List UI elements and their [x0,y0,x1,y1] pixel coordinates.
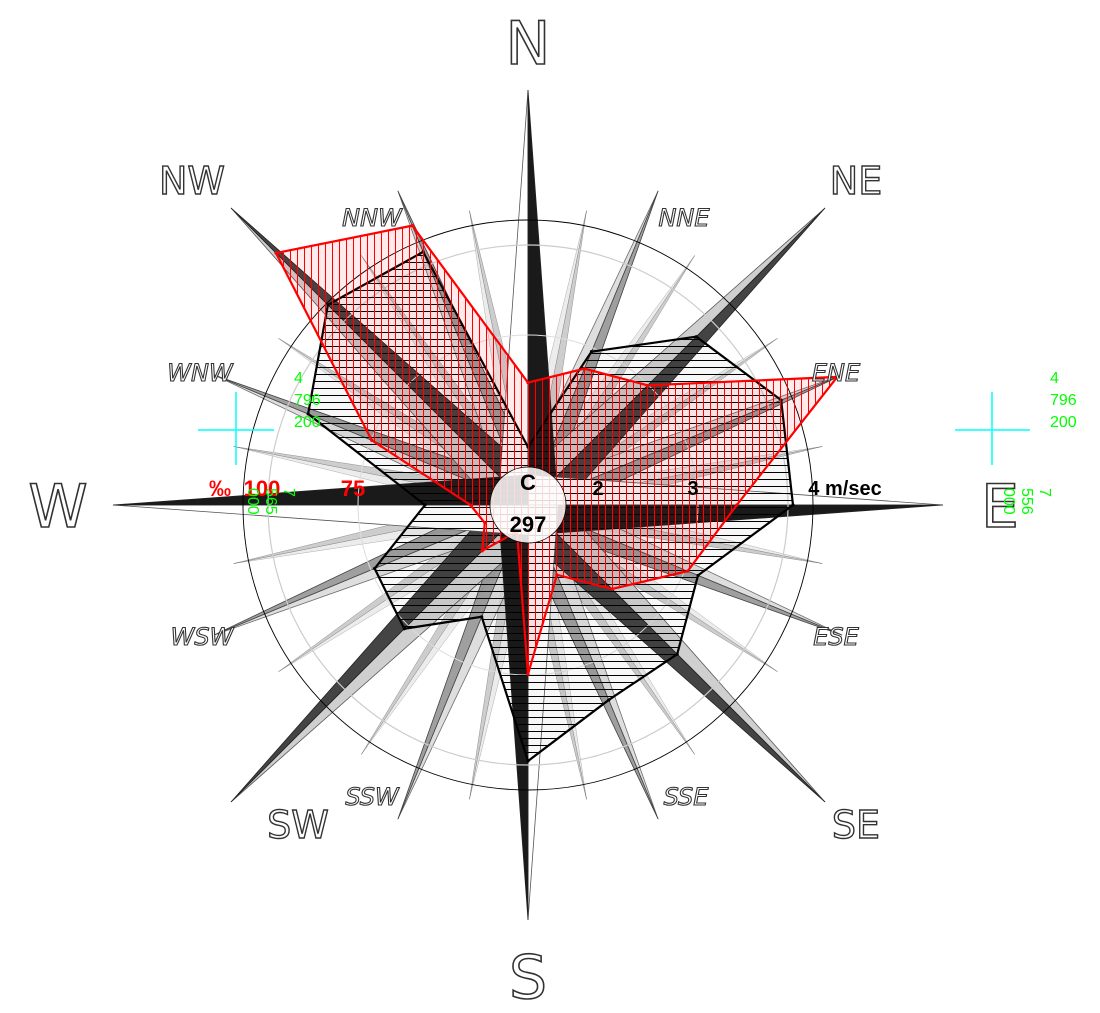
dir-label-nne: NNE [658,204,710,232]
reference-circle-0 [242,219,814,791]
calm-value: 297 [510,512,547,537]
coord-right-side-1: 556 [1018,488,1035,515]
coords-left: 4 796 200 7 565 000 [198,370,321,515]
dir-label-sw: SW [267,803,329,847]
dir-label-ssw: SSW [345,783,400,811]
coord-right-side-2: 000 [1000,488,1017,515]
series-0-point-ssw [480,615,484,619]
direction-labels: N S W E NW NE SW SE NNW NNE WNW ENE WSW … [28,8,1020,1013]
dir-label-ene: ENE [812,359,861,387]
series-1-point-sw [480,549,484,553]
speed-tick-4: 4 m/sec [808,478,881,500]
series-0-point-sse [607,698,611,702]
series-1-point-ne [646,383,650,387]
speed-axis-labels: 2 3 4 m/sec [592,478,881,500]
coord-right-top-0: 4 [1050,370,1059,387]
series-1-point-nnw [410,224,414,228]
dir-label-nw: NW [159,159,225,203]
series-1-point-n [526,381,530,385]
dir-label-w: W [28,472,87,542]
series-1-point-s [526,672,530,676]
series-1-point-sse [555,573,559,577]
series-1-point-w [468,503,472,507]
calm-label: C [520,470,536,495]
dir-label-wnw: WNW [167,359,234,387]
series-0-point-w [423,503,427,507]
series-0-point-sw [402,627,406,631]
series-0-point-s [526,759,530,763]
series-1-point-wnw [370,438,374,442]
permille-axis-labels: ‰ 100 75 [209,476,365,501]
coord-left-top-1: 796 [294,392,321,409]
series-0-point-ne [694,335,698,339]
coords-right: 4 796 200 7 556 000 [955,370,1077,515]
series-1-point-wsw [483,521,487,525]
dir-label-e: E [981,472,1019,542]
coord-left-side-2: 000 [244,488,261,515]
dir-label-wsw: WSW [171,623,235,651]
coord-left-top-0: 4 [294,370,303,387]
series-0-point-wsw [373,566,377,571]
series-1-point-nne [582,367,587,371]
speed-tick-2: 2 [592,478,603,500]
dir-label-se: SE [832,803,880,847]
dir-label-ne: NE [830,159,882,203]
dir-label-sse: SSE [664,783,710,811]
dir-label-n: N [506,9,551,79]
coord-left-top-2: 200 [294,414,321,431]
series-1 [274,224,840,676]
coord-right-top-2: 200 [1050,414,1077,431]
series-0-point-e [791,503,795,507]
dir-label-s: S [509,943,547,1013]
calm-circle: C 297 [489,466,567,544]
coord-left-side-1: 565 [262,488,279,515]
coord-right-side-0: 7 [1036,488,1053,497]
series-0-point-wnw [306,412,310,416]
permille-unit: ‰ [209,476,231,501]
series-1-point-e [735,503,739,507]
series-1-point-se [610,587,614,591]
speed-tick-3: 3 [687,478,698,500]
series-1-point-nw [274,251,278,255]
permille-tick-100: 100 [244,476,281,501]
series-0-point-ese [696,573,700,578]
series-1-point-ese [686,569,690,573]
series-0-point-nne [589,350,594,354]
permille-tick-75: 75 [341,476,365,501]
series-0-point-se [675,652,679,656]
dir-label-ese: ESE [813,623,859,651]
coord-left-side-0: 7 [280,488,297,497]
coord-right-top-1: 796 [1050,392,1077,409]
series-1-point-ene [835,375,839,379]
dir-label-nnw: NNW [342,204,403,232]
